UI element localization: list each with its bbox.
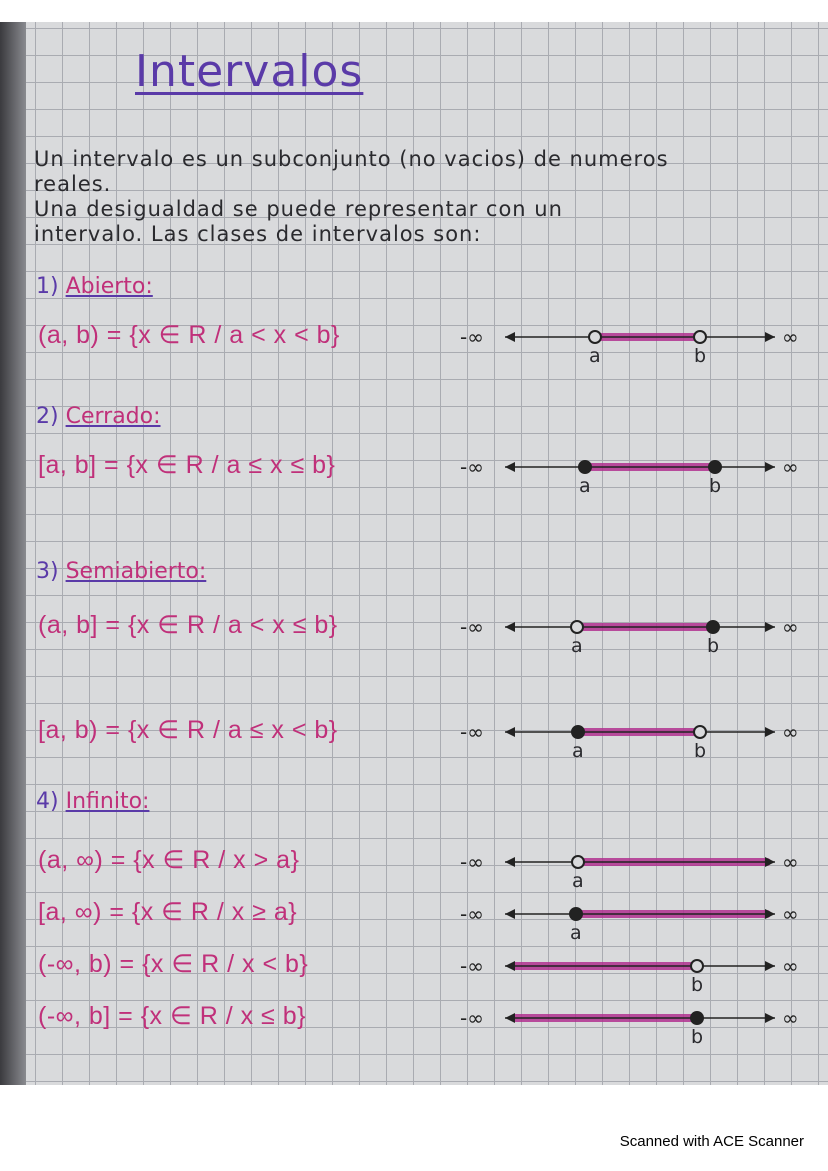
plus-infinity-label: ∞ xyxy=(782,1006,799,1030)
right-arrow-icon xyxy=(765,961,775,971)
plus-infinity-label: ∞ xyxy=(782,850,799,874)
section-heading-infinito: 4) Infinito: xyxy=(36,789,150,814)
closed-endpoint-b xyxy=(708,460,722,474)
closed-endpoint-a xyxy=(578,460,592,474)
section-number: 1) xyxy=(36,274,59,299)
minus-infinity-label: -∞ xyxy=(460,720,484,744)
right-arrow-icon xyxy=(765,462,775,472)
paragraph-line: reales. xyxy=(34,172,112,196)
minus-infinity-label: -∞ xyxy=(460,902,484,926)
endpoint-label: a xyxy=(572,870,584,892)
section-label: Cerrado: xyxy=(65,404,161,429)
plus-infinity-label: ∞ xyxy=(782,455,799,479)
paragraph-line: intervalo. Las clases de intervalos son: xyxy=(34,222,482,246)
open-endpoint-b xyxy=(693,330,707,344)
plus-infinity-label: ∞ xyxy=(782,954,799,978)
minus-infinity-label: -∞ xyxy=(460,850,484,874)
left-arrow-icon xyxy=(505,857,515,867)
endpoint-label: a xyxy=(572,740,584,762)
right-arrow-icon xyxy=(765,909,775,919)
minus-infinity-label: -∞ xyxy=(460,455,484,479)
left-arrow-icon xyxy=(505,622,515,632)
interval-notation: [a, ∞) = {x ∈ R / x ≥ a} xyxy=(38,898,298,926)
interval-notation: (a, b] = {x ∈ R / a < x ≤ b} xyxy=(38,611,338,639)
open-endpoint-b xyxy=(690,959,704,973)
plus-infinity-label: ∞ xyxy=(782,325,799,349)
plus-infinity-label: ∞ xyxy=(782,902,799,926)
open-endpoint-a xyxy=(588,330,602,344)
left-arrow-icon xyxy=(505,909,515,919)
section-number: 3) xyxy=(36,559,59,584)
interval-notation: [a, b) = {x ∈ R / a ≤ x < b} xyxy=(38,716,338,744)
right-arrow-icon xyxy=(765,622,775,632)
interval-notation: (-∞, b] = {x ∈ R / x ≤ b} xyxy=(38,1002,306,1030)
endpoint-label: b xyxy=(694,740,707,762)
endpoint-label: b xyxy=(691,1026,704,1048)
section-heading-cerrado: 2) Cerrado: xyxy=(36,404,161,429)
left-arrow-icon xyxy=(505,462,515,472)
endpoint-label: b xyxy=(694,345,707,367)
paragraph-line: Una desigualdad se puede representar con… xyxy=(34,197,563,221)
section-number: 2) xyxy=(36,404,59,429)
minus-infinity-label: -∞ xyxy=(460,615,484,639)
endpoint-label: b xyxy=(709,475,722,497)
minus-infinity-label: -∞ xyxy=(460,325,484,349)
open-endpoint-a xyxy=(570,620,584,634)
closed-endpoint-a xyxy=(569,907,583,921)
left-arrow-icon xyxy=(505,727,515,737)
section-label: Semiabierto: xyxy=(65,559,207,584)
scanner-watermark: Scanned with ACE Scanner xyxy=(619,1133,804,1150)
page-title: Intervalos xyxy=(135,46,364,97)
right-arrow-icon xyxy=(765,332,775,342)
interval-notation: [a, b] = {x ∈ R / a ≤ x ≤ b} xyxy=(38,451,336,479)
endpoint-label: a xyxy=(570,922,582,944)
plus-infinity-label: ∞ xyxy=(782,615,799,639)
notebook-spine xyxy=(0,22,26,1085)
notebook-page xyxy=(0,22,828,1085)
section-heading-semiabierto: 3) Semiabierto: xyxy=(36,559,207,584)
right-arrow-icon xyxy=(765,727,775,737)
left-arrow-icon xyxy=(505,961,515,971)
open-endpoint-b xyxy=(693,725,707,739)
interval-notation: (a, ∞) = {x ∈ R / x > a} xyxy=(38,846,300,874)
endpoint-label: a xyxy=(571,635,583,657)
endpoint-label: a xyxy=(589,345,601,367)
closed-endpoint-a xyxy=(571,725,585,739)
open-endpoint-a xyxy=(571,855,585,869)
right-arrow-icon xyxy=(765,1013,775,1023)
endpoint-label: b xyxy=(707,635,720,657)
interval-notation: (a, b) = {x ∈ R / a < x < b} xyxy=(38,321,340,349)
closed-endpoint-b xyxy=(706,620,720,634)
section-label: Abierto: xyxy=(65,274,153,299)
endpoint-label: b xyxy=(691,974,704,996)
left-arrow-icon xyxy=(505,332,515,342)
minus-infinity-label: -∞ xyxy=(460,954,484,978)
section-heading-abierto: 1) Abierto: xyxy=(36,274,153,299)
paragraph-line: Un intervalo es un subconjunto (no vacio… xyxy=(34,147,669,171)
endpoint-label: a xyxy=(579,475,591,497)
minus-infinity-label: -∞ xyxy=(460,1006,484,1030)
left-arrow-icon xyxy=(505,1013,515,1023)
right-arrow-icon xyxy=(765,857,775,867)
closed-endpoint-b xyxy=(690,1011,704,1025)
section-number: 4) xyxy=(36,789,59,814)
section-label: Infinito: xyxy=(65,789,150,814)
interval-notation: (-∞, b) = {x ∈ R / x < b} xyxy=(38,950,309,978)
plus-infinity-label: ∞ xyxy=(782,720,799,744)
